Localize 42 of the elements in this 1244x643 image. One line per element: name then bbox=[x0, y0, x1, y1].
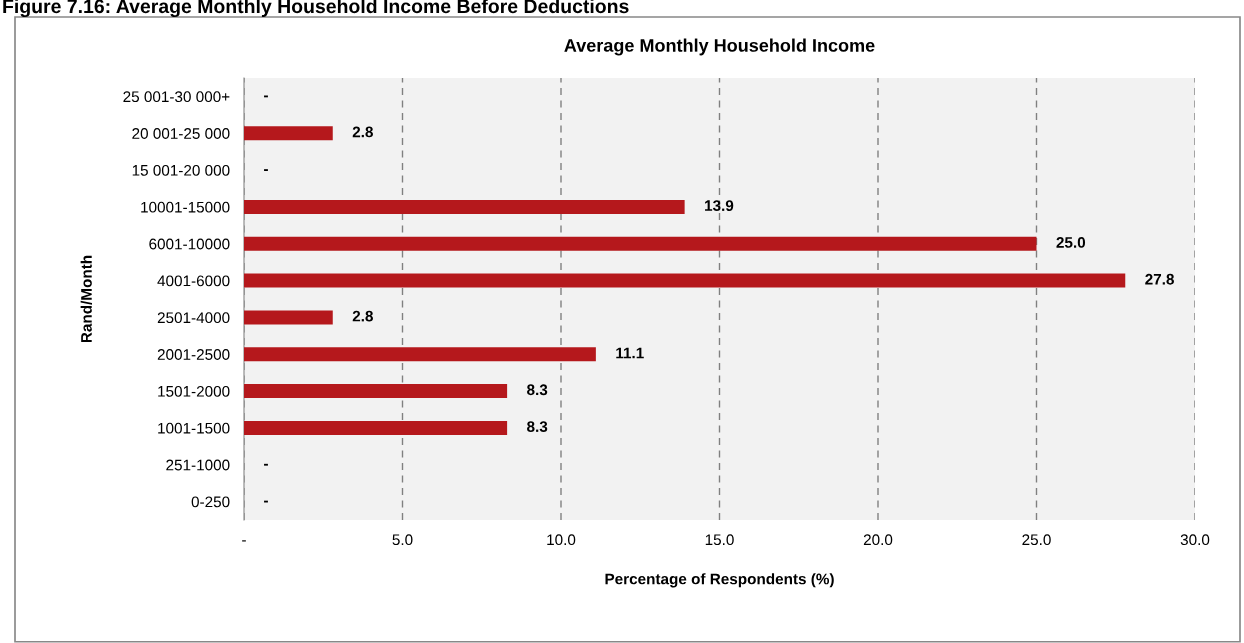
data-label: - bbox=[264, 95, 268, 98]
x-tick-label: 5.0 bbox=[392, 534, 413, 546]
y-tick-label: 20 001-25 000 bbox=[132, 128, 230, 139]
chart-title: Average Monthly Household Income bbox=[564, 38, 875, 56]
data-label: - bbox=[264, 500, 268, 503]
x-axis-title: Percentage of Respondents (%) bbox=[605, 573, 834, 588]
y-tick-label: 15 001-20 000 bbox=[132, 164, 230, 176]
data-label: 2.8 bbox=[352, 310, 373, 322]
x-tick-label: 30.0 bbox=[1180, 534, 1210, 546]
data-label: 27.8 bbox=[1145, 273, 1174, 285]
y-tick-label: 251-1000 bbox=[166, 459, 230, 471]
y-tick-label: 1001-1500 bbox=[158, 422, 230, 434]
data-label: 13.9 bbox=[705, 200, 734, 212]
data-label: 2.8 bbox=[352, 126, 373, 138]
x-tick-label: 10.0 bbox=[547, 534, 576, 546]
data-label: 25.0 bbox=[1056, 237, 1086, 248]
x-tick-label: 15.0 bbox=[705, 534, 734, 546]
bar bbox=[244, 199, 685, 214]
x-tick-label: 20.0 bbox=[863, 534, 893, 546]
y-tick-label: 25 001-30 000+ bbox=[123, 91, 230, 103]
bar bbox=[244, 126, 333, 141]
bar bbox=[244, 310, 333, 325]
y-tick-label: 1501-2000 bbox=[158, 385, 230, 397]
bar bbox=[244, 384, 508, 399]
x-tick-label: - bbox=[242, 540, 246, 542]
y-tick-label: 4001-6000 bbox=[157, 275, 230, 287]
bar bbox=[244, 420, 508, 435]
bar bbox=[244, 347, 596, 362]
y-tick-label: 2001-2500 bbox=[157, 349, 230, 360]
y-tick-label: 2501-4000 bbox=[157, 312, 230, 324]
y-tick-label: 6001-10000 bbox=[149, 238, 230, 250]
data-label: 8.3 bbox=[527, 421, 548, 433]
data-label: - bbox=[264, 169, 268, 171]
y-tick-label: 0-250 bbox=[191, 496, 230, 508]
x-tick-label: 25.0 bbox=[1022, 534, 1051, 546]
data-label: 8.3 bbox=[527, 384, 548, 396]
y-tick-label: 10001-15000 bbox=[141, 201, 230, 213]
bar bbox=[244, 273, 1126, 288]
y-axis-title: Rand/Month bbox=[80, 255, 93, 343]
data-label: 11.1 bbox=[616, 347, 644, 359]
bar bbox=[244, 236, 1037, 251]
data-label: - bbox=[264, 463, 268, 466]
